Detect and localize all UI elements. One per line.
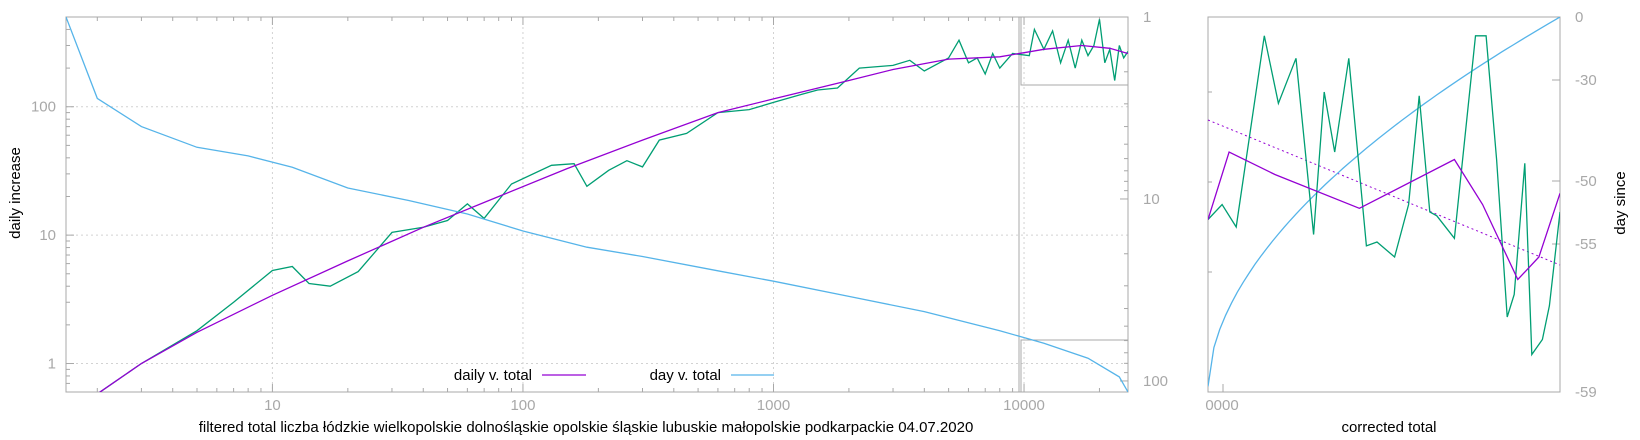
right-y-tick-label: 0 [1575,9,1583,26]
x-tick-label: 100 [510,397,535,414]
right-panel: 0 -30 -50 -55 -59 0000 [1205,9,1596,414]
right-filtered-line [1208,35,1560,357]
zoom-inset-bottom [1020,339,1129,393]
y-tick-label: 1 [48,356,56,373]
y-tick-label: 100 [31,99,56,116]
right-day-since-line [1208,17,1560,387]
main-grid [66,17,1128,392]
main-axes: 10 100 1000 10000 1 10 100 1 10 100 [31,9,1168,414]
y2-tick-label: 1 [1143,9,1151,26]
y-tick-label: 10 [39,227,56,244]
y2-tick-label: 10 [1143,191,1160,208]
right-y-axis-title: day since [1612,171,1629,234]
series-filtered-line [98,19,1128,392]
right-y-tick-label: -55 [1575,236,1597,253]
right-fit-line [1208,151,1560,281]
right-plot-frame [1207,16,1561,393]
main-series [66,17,1128,392]
right-x-axis-title: corrected total [1341,419,1436,436]
right-y-tick-label: -59 [1575,384,1597,401]
y2-tick-label: 100 [1143,373,1168,390]
trend-line [1207,119,1561,266]
x-tick-label: 10000 [1003,397,1045,414]
legend: daily v. total day v. total [454,367,774,384]
right-x-tick-label: 0000 [1205,397,1238,414]
plot-frame [65,16,1129,393]
legend-label-day: day v. total [650,367,721,384]
zoom-inset-top [1020,16,1129,86]
series-daily-v-total-line [98,44,1128,392]
right-y-tick-label: -30 [1575,72,1597,89]
x-tick-label: 1000 [757,397,790,414]
series-day-v-total-line [66,17,1128,392]
y-axis-title: daily increase [7,147,24,239]
right-y-tick-label: -50 [1575,173,1597,190]
legend-label-daily: daily v. total [454,367,532,384]
x-tick-label: 10 [264,397,281,414]
x-axis-title: filtered total liczba łódzkie wielkopols… [199,419,974,436]
